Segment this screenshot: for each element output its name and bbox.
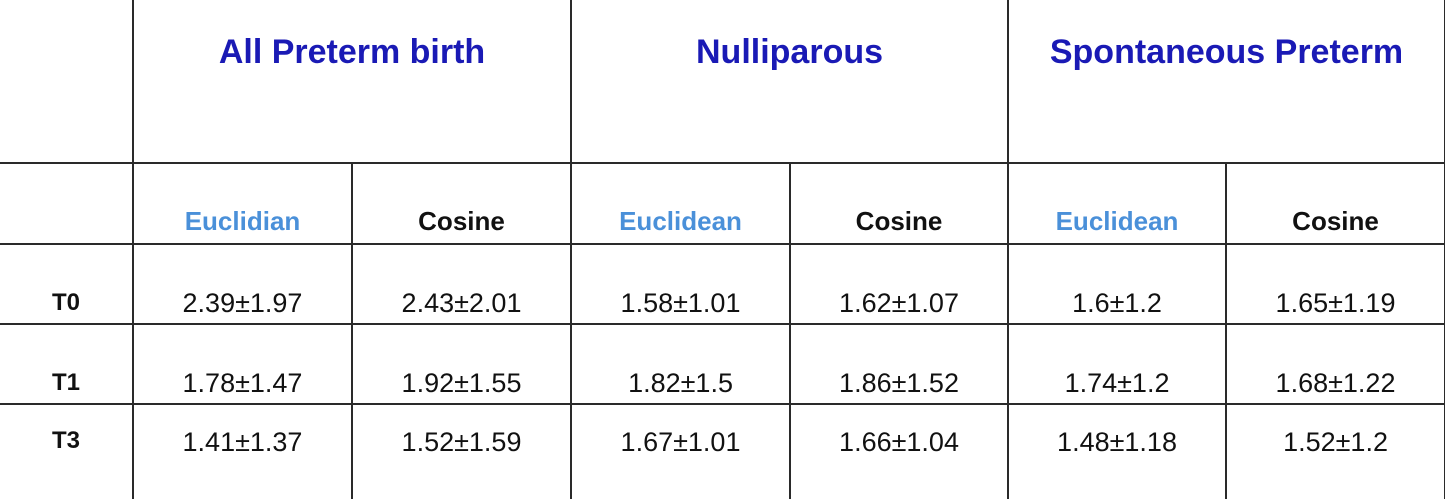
table-cell: 2.43±2.01 <box>350 243 573 325</box>
table-cell: 1.82±1.5 <box>570 323 792 405</box>
table-row: T3 1.41±1.37 1.52±1.59 1.67±1.01 1.66±1.… <box>0 403 1445 499</box>
row-label: T3 <box>0 403 134 499</box>
group-header-spontaneous: Spontaneous Preterm <box>1007 0 1445 164</box>
table-row: T1 1.78±1.47 1.92±1.55 1.82±1.5 1.86±1.5… <box>0 323 1445 405</box>
table-cell: 1.65±1.19 <box>1225 243 1445 325</box>
table-cell: 1.62±1.07 <box>789 243 1010 325</box>
group-header-nulliparous: Nulliparous <box>570 0 1010 164</box>
table-row: T0 2.39±1.97 2.43±2.01 1.58±1.01 1.62±1.… <box>0 243 1445 325</box>
table-cell: 1.48±1.18 <box>1007 403 1228 499</box>
group-header-row: All Preterm birth Nulliparous Spontaneou… <box>0 0 1445 164</box>
table-cell: 1.92±1.55 <box>350 323 573 405</box>
row-label: T0 <box>0 243 134 325</box>
metric-header: Cosine <box>1225 162 1445 245</box>
metric-header-row: Euclidian Cosine Euclidean Cosine Euclid… <box>0 162 1445 245</box>
metric-header: Euclidean <box>570 162 792 245</box>
metric-corner-cell <box>0 162 134 245</box>
table-cell: 1.52±1.59 <box>350 403 573 499</box>
table-cell: 1.6±1.2 <box>1007 243 1228 325</box>
corner-cell <box>0 0 134 164</box>
group-header-all-preterm: All Preterm birth <box>131 0 573 164</box>
table-cell: 2.39±1.97 <box>132 243 353 325</box>
table-cell: 1.74±1.2 <box>1007 323 1228 405</box>
table-cell: 1.41±1.37 <box>132 403 353 499</box>
table-cell: 1.58±1.01 <box>570 243 792 325</box>
row-label: T1 <box>0 323 134 405</box>
metric-header: Euclidean <box>1007 162 1228 245</box>
table-cell: 1.52±1.2 <box>1225 403 1445 499</box>
table-cell: 1.66±1.04 <box>789 403 1010 499</box>
metric-header: Cosine <box>789 162 1010 245</box>
table-cell: 1.78±1.47 <box>132 323 353 405</box>
metric-header: Cosine <box>350 162 573 245</box>
table-cell: 1.86±1.52 <box>789 323 1010 405</box>
metric-header: Euclidian <box>132 162 353 245</box>
table-cell: 1.67±1.01 <box>570 403 792 499</box>
table-cell: 1.68±1.22 <box>1225 323 1445 405</box>
